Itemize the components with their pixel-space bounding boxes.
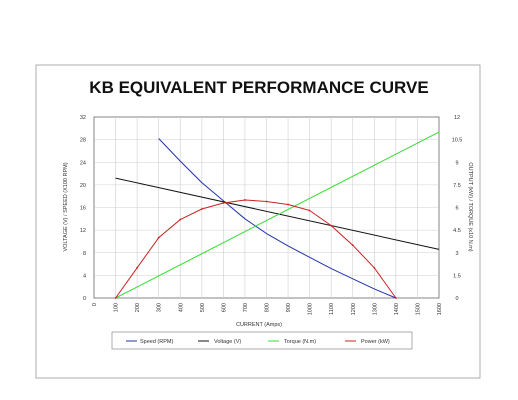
y-right-tick-label: 7.5 (453, 183, 461, 189)
x-tick-label: 1200 (351, 303, 357, 315)
y-right-tick-label: 0 (455, 296, 458, 302)
x-tick-label: 200 (135, 303, 141, 312)
power-data-point (351, 244, 354, 247)
y-right-tick-label: 10.5 (452, 138, 463, 144)
y-left-axis-title: VOLTAGE (V) / SPEED (X100 RPM) (63, 162, 69, 251)
power-data-point (373, 266, 376, 269)
y-left-tick-label: 4 (83, 273, 86, 279)
x-axis-title: CURRENT (Amps) (236, 322, 282, 328)
x-tick-label: 900 (286, 303, 292, 312)
series-lines (114, 131, 440, 299)
power-data-point (308, 209, 311, 212)
series-line-torque (115, 131, 440, 299)
x-tick-label: 700 (243, 303, 249, 312)
series-line-speed (158, 138, 397, 299)
y-right-axis-title: OUTPUT (kW) / TORQUE (x10 N.m) (467, 162, 473, 251)
legend-label-speed: Speed (RPM) (140, 339, 173, 345)
x-tick-label: 1500 (415, 303, 421, 315)
y-left-tick-label: 32 (80, 115, 86, 121)
y-left-tick-label: 0 (83, 296, 86, 302)
power-data-point (200, 208, 203, 210)
power-data-point (179, 218, 182, 221)
y-right-tick-label: 6 (455, 206, 458, 212)
power-data-point (287, 203, 289, 206)
x-tick-label: 0 (92, 303, 98, 306)
power-data-point (136, 266, 139, 269)
y-right-tick-label: 12 (454, 115, 460, 121)
power-data-point (265, 200, 268, 203)
y-right-tick-label: 4.5 (453, 228, 461, 234)
y-right-tick-label: 3 (455, 251, 458, 257)
legend-label-voltage: Voltage (V) (214, 339, 241, 345)
power-data-point (330, 224, 333, 227)
chart-title: KB EQUIVALENT PERFORMANCE CURVE (89, 78, 428, 97)
x-tick-label: 500 (200, 303, 206, 312)
x-tick-label: 1400 (394, 303, 400, 315)
power-data-point (157, 236, 160, 239)
legend-label-power: Power (kW) (361, 339, 390, 345)
y-right-tick-label: 9 (455, 160, 458, 166)
x-tick-label: 1600 (437, 303, 443, 315)
y-left-tick-label: 28 (80, 138, 86, 144)
series-line-power (115, 199, 397, 299)
tick-labels: 0 4 8 12 16 20 24 28 32 0 1.5 3 4.5 6 7.5 9 10.5 12 0 100 20… (80, 115, 462, 315)
legend-box (111, 331, 413, 350)
y-left-tick-label: 16 (80, 206, 86, 212)
y-right-tick-label: 1.5 (453, 273, 461, 279)
legend-label-torque: Torque (N.m) (284, 339, 316, 345)
y-left-tick-label: 20 (80, 183, 86, 189)
y-left-tick-label: 24 (80, 160, 86, 166)
series-line-voltage (115, 177, 440, 250)
x-tick-label: 1300 (372, 303, 378, 315)
x-tick-label: 400 (178, 303, 184, 312)
x-tick-label: 1100 (329, 303, 335, 315)
x-tick-label: 1000 (308, 303, 314, 315)
power-data-point (394, 297, 397, 299)
x-tick-label: 800 (265, 303, 271, 312)
power-data-point (222, 202, 225, 204)
x-tick-label: 100 (114, 303, 120, 312)
legend: Speed (RPM) Voltage (V) Torque (N.m) Pow… (111, 331, 413, 350)
x-tick-label: 300 (157, 303, 163, 312)
y-left-tick-label: 12 (80, 228, 86, 234)
x-tick-label: 600 (221, 303, 227, 312)
power-data-point (244, 199, 246, 201)
power-data-point (114, 297, 117, 299)
y-left-tick-label: 8 (83, 251, 86, 257)
